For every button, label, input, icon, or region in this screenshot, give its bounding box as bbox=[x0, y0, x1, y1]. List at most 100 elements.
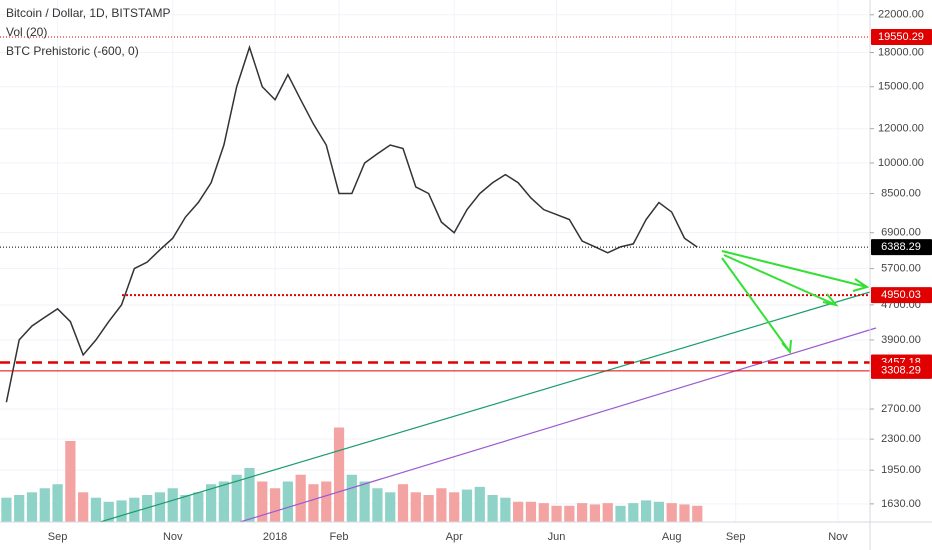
volume-bar bbox=[577, 503, 588, 522]
volume-bar bbox=[628, 503, 639, 522]
volume-bar bbox=[436, 488, 447, 522]
volume-bar bbox=[1, 497, 12, 522]
level-badge bbox=[871, 287, 932, 304]
volume-bar bbox=[692, 505, 703, 522]
volume-bar bbox=[410, 492, 421, 522]
level-label: 4950.03 bbox=[881, 289, 921, 301]
chart-title: Bitcoin / Dollar, 1D, BITSTAMP bbox=[6, 6, 171, 20]
volume-bar bbox=[295, 474, 306, 522]
legend-item: Vol (20) bbox=[6, 25, 47, 39]
volume-bar bbox=[14, 495, 25, 522]
volume-bar bbox=[461, 489, 473, 522]
volume-bar bbox=[193, 492, 204, 522]
volume-bar bbox=[231, 474, 242, 522]
volume-bar bbox=[65, 441, 76, 522]
volume-bar bbox=[372, 488, 383, 522]
volume-bar bbox=[385, 492, 396, 522]
volume-bar bbox=[474, 486, 485, 522]
y-tick-label: 15000.00 bbox=[878, 81, 924, 93]
volume-bar bbox=[39, 488, 50, 522]
arrow-head bbox=[781, 339, 792, 355]
x-tick-label: Nov bbox=[828, 531, 848, 543]
volume-bar bbox=[282, 481, 293, 522]
arrow-head bbox=[822, 293, 839, 307]
trend-line bbox=[239, 327, 877, 523]
volume-bar bbox=[500, 497, 511, 522]
volume-bar bbox=[205, 484, 217, 522]
x-tick-label: Jun bbox=[548, 531, 566, 543]
level-label: 19550.29 bbox=[878, 31, 924, 43]
y-tick-label: 3900.00 bbox=[881, 334, 921, 346]
volume-bar bbox=[167, 488, 178, 522]
y-tick-label: 2300.00 bbox=[881, 433, 921, 445]
volume-bar bbox=[551, 505, 562, 522]
y-tick-label: 10000.00 bbox=[878, 157, 924, 169]
volume-bar bbox=[154, 492, 166, 522]
volume-bar bbox=[78, 492, 89, 522]
y-tick-label: 2700.00 bbox=[881, 403, 921, 415]
level-label: 6388.29 bbox=[881, 241, 921, 253]
y-tick-label: 22000.00 bbox=[878, 9, 924, 21]
x-tick-label: Aug bbox=[662, 531, 682, 543]
volume-bar bbox=[513, 501, 524, 522]
level-badge bbox=[871, 28, 932, 45]
volume-bar bbox=[52, 484, 63, 522]
volume-bar bbox=[333, 427, 345, 522]
volume-bar bbox=[679, 504, 690, 522]
legend: Bitcoin / Dollar, 1D, BITSTAMP Vol (20) … bbox=[6, 6, 171, 58]
volume-bar bbox=[180, 495, 191, 522]
volume-bar bbox=[589, 504, 601, 522]
y-tick-label: 18000.00 bbox=[878, 46, 924, 58]
x-tick-label: Feb bbox=[330, 531, 349, 543]
arrow-head bbox=[852, 278, 870, 292]
volume-bar bbox=[397, 484, 409, 522]
volume-bar bbox=[564, 505, 575, 522]
y-tick-label: 5700.00 bbox=[881, 262, 921, 274]
x-tick-label: Apr bbox=[446, 531, 463, 543]
volume-bar bbox=[525, 501, 537, 522]
y-tick-label: 6900.00 bbox=[881, 227, 921, 239]
x-tick-label: Sep bbox=[726, 531, 746, 543]
level-badge bbox=[871, 362, 932, 379]
volume-bar bbox=[26, 492, 38, 522]
volume-bar bbox=[116, 500, 127, 522]
grid bbox=[0, 0, 870, 522]
volume-bar bbox=[218, 481, 230, 522]
y-tick-label: 12000.00 bbox=[878, 123, 924, 135]
x-tick-label: 2018 bbox=[263, 531, 287, 543]
levels bbox=[0, 36, 870, 372]
volume-bar bbox=[602, 503, 613, 522]
x-tick-label: Nov bbox=[163, 531, 183, 543]
price-line bbox=[5, 44, 698, 403]
arrow bbox=[723, 254, 837, 306]
trend-line bbox=[99, 291, 871, 523]
volume-bar bbox=[308, 484, 319, 522]
volume-bar bbox=[423, 495, 434, 522]
level-label: 3308.29 bbox=[881, 365, 921, 377]
price-pane bbox=[5, 44, 698, 403]
y-tick-label: 1950.00 bbox=[881, 464, 921, 476]
projection-arrows bbox=[721, 250, 870, 355]
arrow bbox=[721, 250, 868, 288]
volume-bar bbox=[538, 503, 549, 522]
volume-bar bbox=[129, 497, 140, 522]
volume-bar bbox=[321, 481, 332, 522]
volume-bar bbox=[640, 500, 652, 522]
volume-bar bbox=[653, 501, 665, 522]
arrow bbox=[721, 257, 791, 353]
volume-bar bbox=[359, 481, 370, 522]
volume-bar bbox=[449, 492, 460, 522]
y-tick-label: 8500.00 bbox=[881, 187, 921, 199]
volume-bar bbox=[244, 468, 255, 522]
volume-pane bbox=[1, 427, 703, 522]
volume-bar bbox=[615, 505, 626, 522]
volume-bar bbox=[666, 503, 677, 522]
volume-bar bbox=[487, 495, 498, 522]
volume-bar bbox=[346, 474, 357, 522]
volume-bar bbox=[257, 481, 268, 522]
y-tick-label: 1630.00 bbox=[881, 498, 921, 510]
level-badge bbox=[871, 239, 932, 256]
volume-bar bbox=[103, 501, 114, 522]
